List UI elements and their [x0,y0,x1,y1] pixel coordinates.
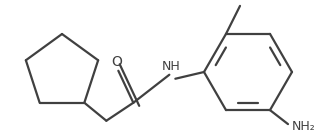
Text: O: O [111,55,122,69]
Text: NH₂: NH₂ [292,120,316,133]
Text: NH: NH [162,60,181,73]
